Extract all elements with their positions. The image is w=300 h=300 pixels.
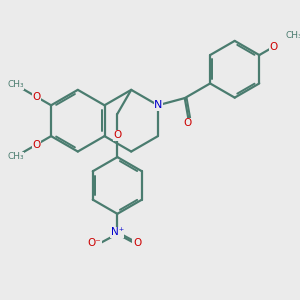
Text: CH₃: CH₃ (7, 152, 24, 161)
Text: CH₃: CH₃ (7, 80, 24, 89)
Text: O: O (32, 92, 40, 102)
Text: N: N (154, 100, 163, 110)
Text: O: O (133, 238, 141, 248)
Text: O: O (269, 42, 277, 52)
Text: O: O (32, 140, 40, 150)
Text: O⁻: O⁻ (88, 238, 101, 248)
Text: N⁺: N⁺ (111, 227, 124, 237)
Text: O: O (183, 118, 191, 128)
Text: O: O (113, 130, 122, 140)
Text: CH₃: CH₃ (285, 31, 300, 40)
